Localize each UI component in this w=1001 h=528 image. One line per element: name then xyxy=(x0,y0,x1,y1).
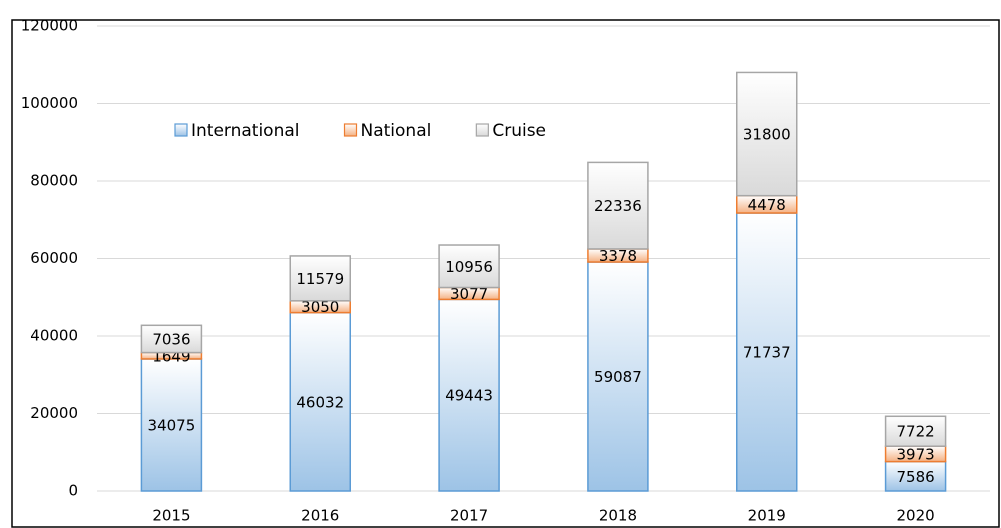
data-label: 3077 xyxy=(450,285,488,303)
bar-segment xyxy=(140,324,203,354)
bar-segment xyxy=(140,358,203,492)
data-label: 7586 xyxy=(896,468,934,486)
data-label: 4478 xyxy=(748,196,786,214)
legend-swatch xyxy=(475,123,489,137)
bar-segment xyxy=(587,161,649,250)
bar-segment xyxy=(289,311,351,492)
bar-segment xyxy=(736,212,798,492)
x-tick-label: 2019 xyxy=(748,507,786,525)
bar-segment xyxy=(587,261,649,492)
legend-label: Cruise xyxy=(492,121,546,141)
y-tick-label: 20000 xyxy=(30,404,78,422)
data-label: 22336 xyxy=(594,197,642,215)
x-tick-label: 2020 xyxy=(896,507,934,525)
y-tick-label: 120000 xyxy=(21,17,78,35)
x-tick-label: 2016 xyxy=(301,507,339,525)
data-label: 3973 xyxy=(896,445,934,463)
data-label: 49443 xyxy=(445,387,493,405)
x-tick-label: 2015 xyxy=(152,507,190,525)
legend-label: International xyxy=(191,121,300,141)
data-label: 71737 xyxy=(743,344,791,362)
data-label: 59087 xyxy=(594,368,642,386)
data-label: 11579 xyxy=(296,270,344,288)
data-label: 7036 xyxy=(152,330,190,348)
bar-segment xyxy=(289,255,351,302)
data-label: 7722 xyxy=(896,423,934,441)
data-label: 3378 xyxy=(599,247,637,265)
bar-segment xyxy=(736,71,798,197)
data-label: 46032 xyxy=(296,393,344,411)
data-label: 31800 xyxy=(743,126,791,144)
y-tick-label: 60000 xyxy=(30,249,78,267)
y-tick-label: 80000 xyxy=(30,172,78,190)
legend-swatch xyxy=(343,123,358,137)
data-label: 3050 xyxy=(301,298,339,316)
bar-segment xyxy=(884,460,947,492)
bar-segment xyxy=(438,298,500,492)
data-label: 34075 xyxy=(148,416,196,434)
y-tick-label: 0 xyxy=(68,482,78,500)
legend-label: National xyxy=(361,121,432,141)
y-tick-label: 40000 xyxy=(30,327,78,345)
bar-segment xyxy=(884,415,947,447)
x-tick-label: 2018 xyxy=(599,507,637,525)
data-label: 10956 xyxy=(445,258,493,276)
bar-segment xyxy=(438,244,500,289)
legend-swatch xyxy=(174,123,188,137)
y-tick-label: 100000 xyxy=(21,94,78,112)
x-tick-label: 2017 xyxy=(450,507,488,525)
